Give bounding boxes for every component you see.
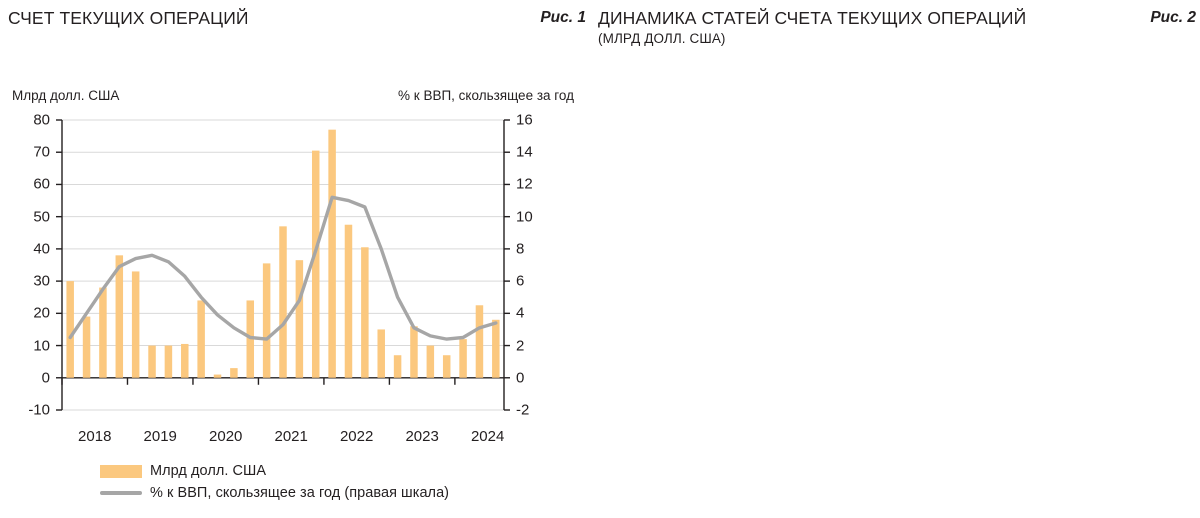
y-tick-label: 150 <box>663 131 1200 148</box>
y2-tick-label: 4 <box>516 304 525 322</box>
y-tick-label: 0 <box>41 369 50 387</box>
bar <box>377 329 385 378</box>
x-tick-label: 2020 <box>209 428 243 445</box>
figure-1-plot-area <box>56 119 510 411</box>
bar <box>181 343 189 378</box>
legend-label: % к ВВП, скользящее за год (правая шкала… <box>150 485 450 501</box>
y-tick-label: 80 <box>33 111 50 129</box>
bar <box>344 224 353 378</box>
y2-tick-label: 10 <box>516 208 533 226</box>
y2-tick-label: 16 <box>516 111 533 129</box>
bar <box>459 339 467 378</box>
bar <box>115 255 124 378</box>
bar <box>99 287 107 378</box>
figure-2-subtitle: (МЛРД ДОЛЛ. США) <box>598 30 726 46</box>
y-tick-label: 60 <box>663 238 1200 255</box>
y-tick-label: 180 <box>663 96 1200 113</box>
figure-1-right-axis-caption: % к ВВП, скользящее за год <box>398 88 574 103</box>
x-tick-label: 2021 <box>274 428 308 445</box>
figure-1-label: Рис. 1 <box>540 9 586 26</box>
y-tick-label: -10 <box>28 401 50 419</box>
bar <box>262 263 271 378</box>
bar <box>492 319 500 378</box>
figure-1-legend: Млрд долл. США % к ВВП, скользящее за год… <box>100 460 449 504</box>
y2-tick-label: 12 <box>516 175 533 193</box>
legend-label: Млрд долл. США <box>150 463 267 479</box>
y-tick-label: 70 <box>33 143 50 161</box>
bar <box>66 281 74 378</box>
y-tick-label: 90 <box>663 203 1200 220</box>
bar <box>148 345 156 378</box>
x-tick-label: 2019 <box>143 428 177 445</box>
y-tick-label: 20 <box>33 304 50 322</box>
y-tick-label: 40 <box>33 240 50 258</box>
y-tick-label: 50 <box>33 208 50 226</box>
bar <box>164 345 173 378</box>
bar <box>311 150 320 378</box>
y2-tick-label: 14 <box>516 143 533 161</box>
x-tick-label: 2023 <box>405 428 439 445</box>
bar <box>426 345 435 378</box>
x-tick-label: 2024 <box>470 428 505 445</box>
figure-2-title: ДИНАМИКА СТАТЕЙ СЧЕТА ТЕКУЩИХ ОПЕРАЦИЙ <box>598 8 1027 28</box>
y-tick-label: 10 <box>33 337 50 355</box>
figure-2-panel: ДИНАМИКА СТАТЕЙ СЧЕТА ТЕКУЩИХ ОПЕРАЦИЙ (… <box>590 0 1200 518</box>
legend-item: % к ВВП, скользящее за год (правая шкала… <box>100 482 449 504</box>
figure-2-header: ДИНАМИКА СТАТЕЙ СЧЕТА ТЕКУЩИХ ОПЕРАЦИЙ (… <box>598 8 1196 46</box>
bar <box>295 260 304 378</box>
x-tick-label: 2022 <box>339 428 374 445</box>
bar <box>410 326 418 378</box>
y-tick-label: 30 <box>33 272 50 290</box>
y2-tick-label: 6 <box>516 272 525 290</box>
bar <box>213 374 222 378</box>
y-tick-label: 60 <box>33 175 50 193</box>
bar <box>197 300 205 378</box>
bar <box>82 316 91 378</box>
y2-tick-label: 2 <box>516 337 525 355</box>
figure-1-title: СЧЕТ ТЕКУЩИХ ОПЕРАЦИЙ <box>8 8 249 28</box>
legend-line-swatch <box>100 491 142 495</box>
x-tick-label: 2018 <box>78 428 112 445</box>
y2-tick-label: -2 <box>516 401 530 419</box>
y2-tick-label: 8 <box>516 240 525 258</box>
figure-1-panel: СЧЕТ ТЕКУЩИХ ОПЕРАЦИЙ Рис. 1 Млрд долл. … <box>0 0 590 518</box>
figure-1-header: СЧЕТ ТЕКУЩИХ ОПЕРАЦИЙ Рис. 1 <box>8 8 586 30</box>
bar <box>361 247 369 378</box>
bar <box>475 305 484 378</box>
y-tick-label: 30 <box>663 274 1200 291</box>
bar <box>393 355 402 378</box>
legend-item: Млрд долл. США <box>100 460 449 482</box>
figure-2-label: Рис. 2 <box>1150 9 1196 26</box>
y2-tick-label: 0 <box>516 369 525 387</box>
legend-bar-swatch <box>100 464 142 478</box>
bar <box>131 271 140 378</box>
line-series <box>68 195 498 341</box>
figure-1-svg <box>56 119 510 411</box>
y-tick-label: 0 <box>663 310 1200 327</box>
y-tick-label: -30 <box>663 346 1200 363</box>
bar <box>442 355 451 378</box>
bar <box>328 129 336 378</box>
bar <box>279 226 287 378</box>
figure-1-left-axis-caption: Млрд долл. США <box>12 88 120 103</box>
y-tick-label: 120 <box>663 167 1200 184</box>
bar <box>230 368 238 378</box>
